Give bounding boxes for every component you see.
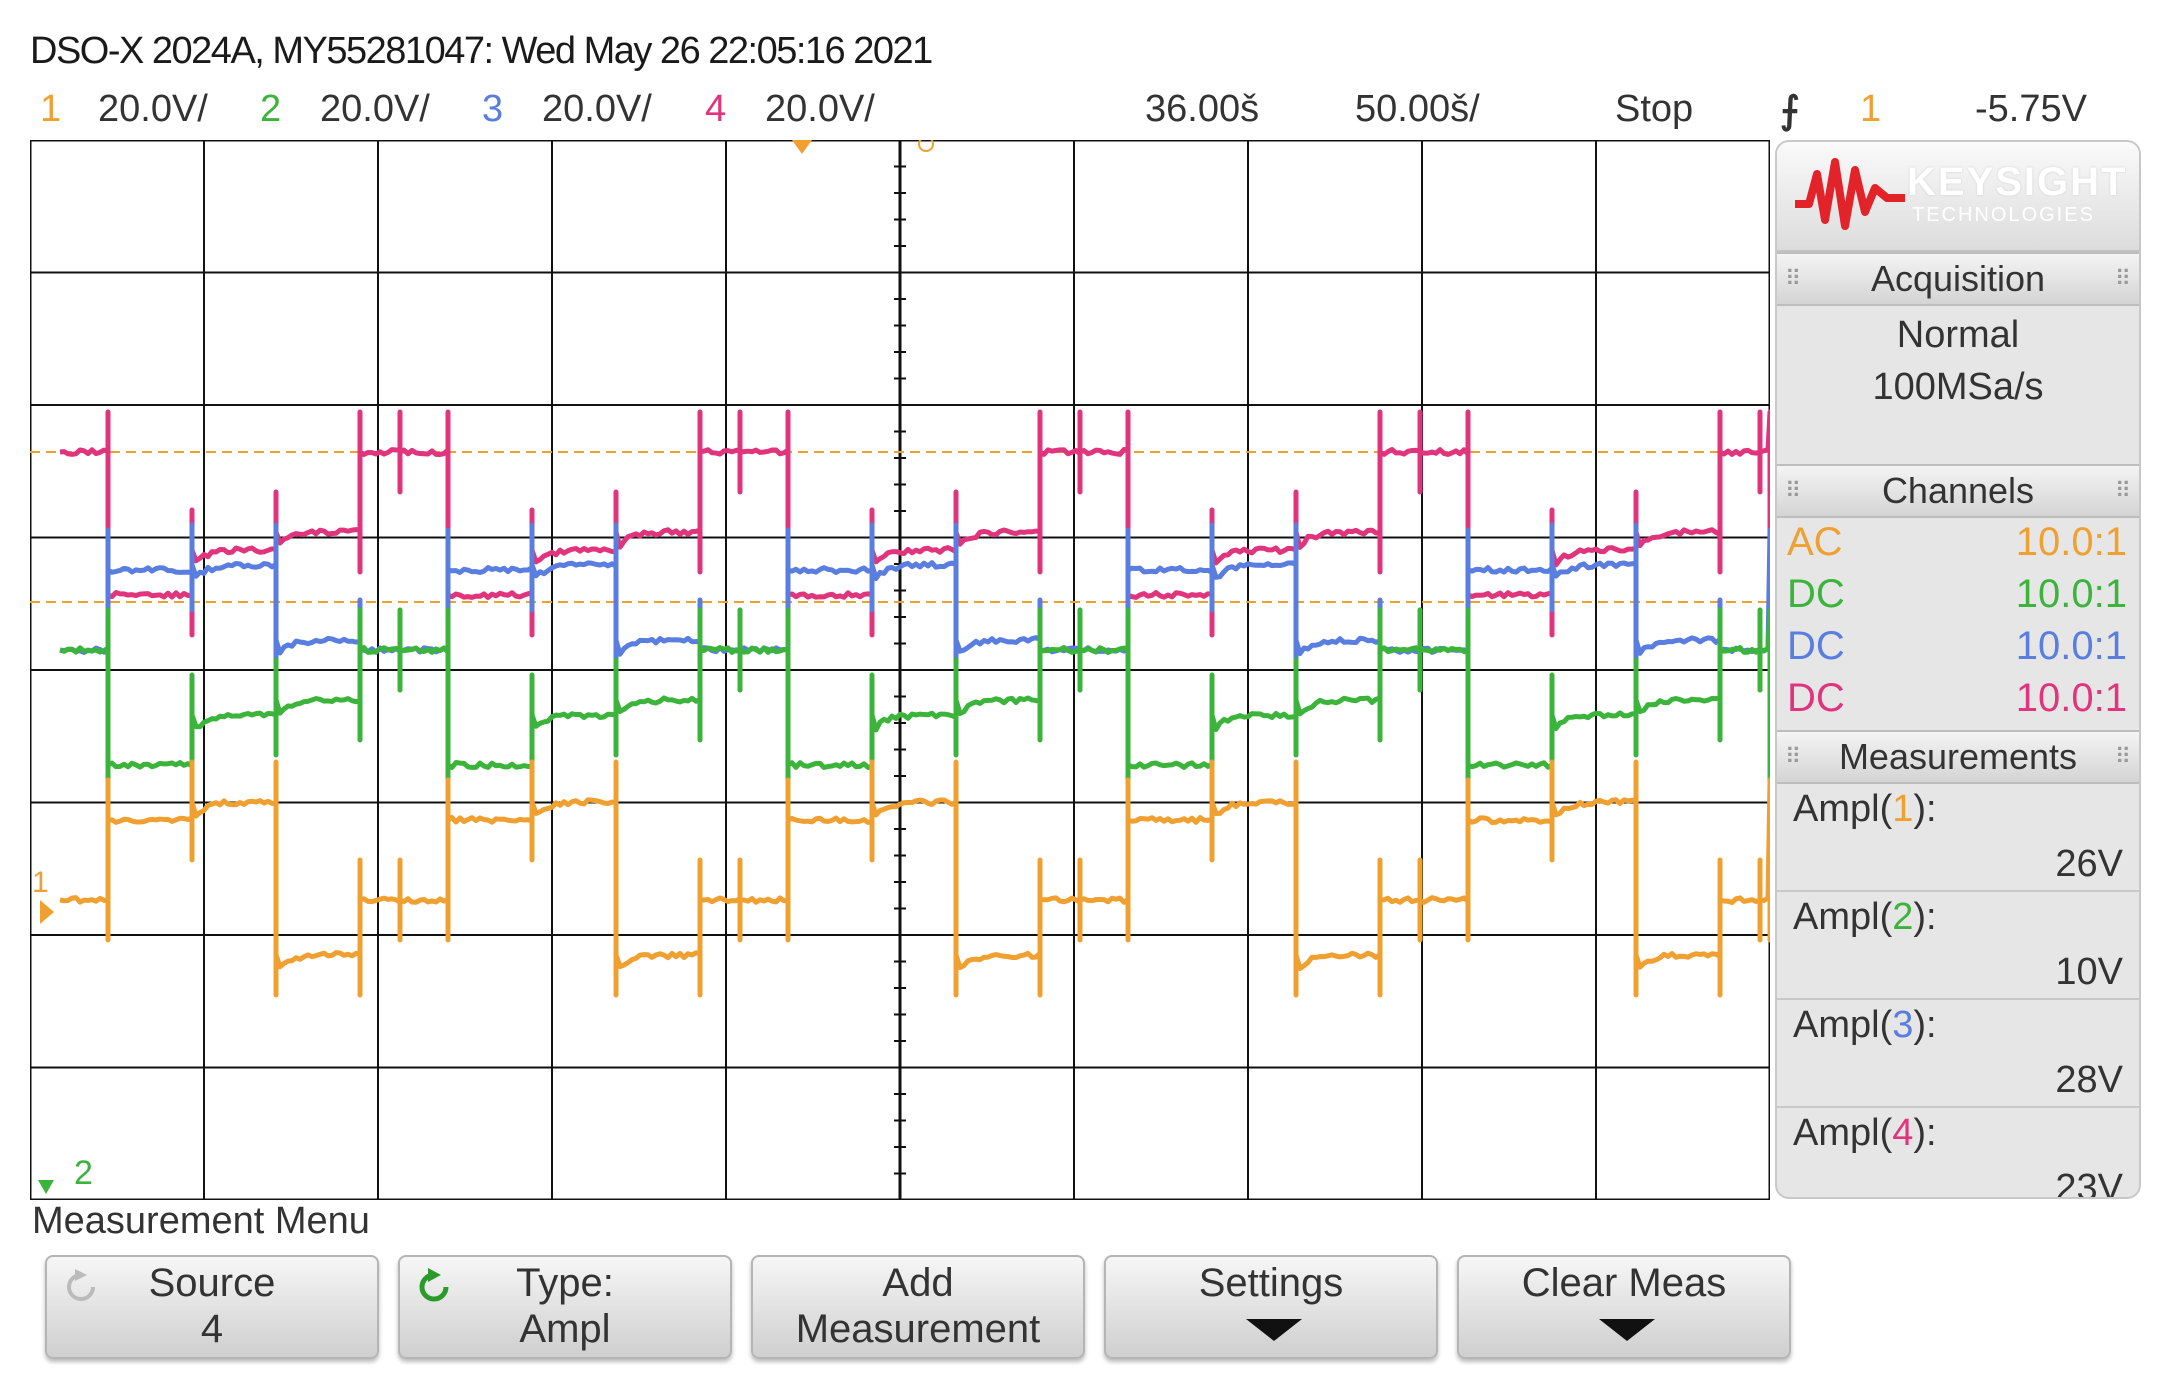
side-panel: KEYSIGHT TECHNOLOGIES ⠿ Acquisition ⠿ No… [1775, 140, 2141, 1199]
acquisition-header[interactable]: ⠿ Acquisition ⠿ [1777, 252, 2139, 306]
channel-probe: 10.0:1 [2016, 572, 2127, 617]
grip-icon: ⠿ [2115, 732, 2131, 782]
channel-probe: 10.0:1 [2016, 676, 2127, 721]
channel-probe: 10.0:1 [2016, 624, 2127, 669]
ch4-scale[interactable]: 20.0V/ [765, 88, 875, 131]
channel-coupling: AC [1787, 520, 1843, 565]
grip-icon: ⠿ [2115, 254, 2131, 304]
window-title: DSO-X 2024A, MY55281047: Wed May 26 22:0… [30, 30, 932, 73]
measurement-value: 28V [2055, 1059, 2123, 1102]
measurements-header[interactable]: ⠿ Measurements ⠿ [1777, 730, 2139, 784]
ch3-scale[interactable]: 20.0V/ [542, 88, 652, 131]
ch1-ground-label: 1 [32, 866, 49, 899]
ch1-number[interactable]: 1 [40, 88, 61, 131]
add-measurement-softkey[interactable]: Add Measurement [751, 1255, 1085, 1359]
run-state[interactable]: Stop [1615, 88, 1693, 131]
trigger-source[interactable]: 1 [1860, 88, 1881, 131]
trigger-edge-icon: ⨍ [1780, 88, 1800, 133]
softkey-label: Type: [400, 1261, 730, 1306]
ch2-number[interactable]: 2 [260, 88, 281, 131]
measurement-value: 23V [2055, 1167, 2123, 1199]
softkey-label: Clear Meas [1459, 1261, 1789, 1306]
channel-probe: 10.0:1 [2016, 520, 2127, 565]
measurement-ampl-4[interactable]: Ampl(4): 23V [1777, 1108, 2139, 1199]
measurement-value: 10V [2055, 951, 2123, 994]
measurement-ampl-2[interactable]: Ampl(2): 10V [1777, 892, 2139, 1000]
channels-title: Channels [1882, 470, 2034, 511]
source-softkey[interactable]: Source 4 [45, 1255, 379, 1359]
measurement-ampl-3[interactable]: Ampl(3): 28V [1777, 1000, 2139, 1108]
submenu-arrow-icon [1246, 1319, 1302, 1341]
measurement-label: Ampl(2): [1793, 896, 1937, 939]
channels-header[interactable]: ⠿ Channels ⠿ [1777, 464, 2139, 518]
sample-rate: 100MSa/s [1777, 366, 2139, 409]
submenu-arrow-icon [1599, 1319, 1655, 1341]
measurements-title: Measurements [1839, 736, 2077, 777]
ch1-scale[interactable]: 20.0V/ [98, 88, 208, 131]
measurement-value: 26V [2055, 843, 2123, 886]
status-bar: 1 20.0V/ 2 20.0V/ 3 20.0V/ 4 20.0V/ 36.0… [0, 88, 2165, 140]
channel-3-row[interactable]: DC 10.0:1 [1787, 624, 2127, 676]
grip-icon: ⠿ [2115, 466, 2131, 516]
softkey-value: 4 [47, 1307, 377, 1352]
ch2-scale[interactable]: 20.0V/ [320, 88, 430, 131]
channel-coupling: DC [1787, 676, 1845, 721]
ch4-number[interactable]: 4 [705, 88, 726, 131]
acquisition-title: Acquisition [1871, 258, 2045, 299]
brand-subtitle: TECHNOLOGIES [1912, 204, 2095, 227]
softkey-value: Ampl [400, 1307, 730, 1352]
grip-icon: ⠿ [1785, 732, 1801, 782]
ch2-ground-label: 2 [74, 1154, 93, 1192]
channel-coupling: DC [1787, 624, 1845, 669]
trigger-level[interactable]: -5.75V [1975, 88, 2087, 131]
channel-4-row[interactable]: DC 10.0:1 [1787, 676, 2127, 728]
timebase-scale[interactable]: 50.00š/ [1355, 88, 1480, 131]
softkey-label: Add [753, 1261, 1083, 1306]
measurement-label: Ampl(1): [1793, 788, 1937, 831]
grip-icon: ⠿ [1785, 254, 1801, 304]
brand-name: KEYSIGHT [1907, 160, 2127, 205]
measurement-label: Ampl(4): [1793, 1112, 1937, 1155]
horizontal-delay[interactable]: 36.00š [1145, 88, 1259, 131]
keysight-wave-icon [1795, 154, 1905, 234]
channel-1-row[interactable]: AC 10.0:1 [1787, 520, 2127, 572]
waveform-display[interactable]: 1 2 [30, 140, 1770, 1200]
softkey-label: Settings [1106, 1261, 1436, 1306]
ch3-number[interactable]: 3 [482, 88, 503, 131]
softkey-label-line2: Measurement [753, 1307, 1083, 1352]
type-softkey[interactable]: Type: Ampl [398, 1255, 732, 1359]
menu-title: Measurement Menu [32, 1200, 370, 1243]
softkey-label: Source [47, 1261, 377, 1306]
acquisition-mode: Normal [1777, 314, 2139, 357]
keysight-logo: KEYSIGHT TECHNOLOGIES [1777, 142, 2139, 252]
channel-coupling: DC [1787, 572, 1845, 617]
clear-meas-softkey[interactable]: Clear Meas [1457, 1255, 1791, 1359]
channel-2-row[interactable]: DC 10.0:1 [1787, 572, 2127, 624]
grip-icon: ⠿ [1785, 466, 1801, 516]
settings-softkey[interactable]: Settings [1104, 1255, 1438, 1359]
measurement-ampl-1[interactable]: Ampl(1): 26V [1777, 784, 2139, 892]
measurement-label: Ampl(3): [1793, 1004, 1937, 1047]
